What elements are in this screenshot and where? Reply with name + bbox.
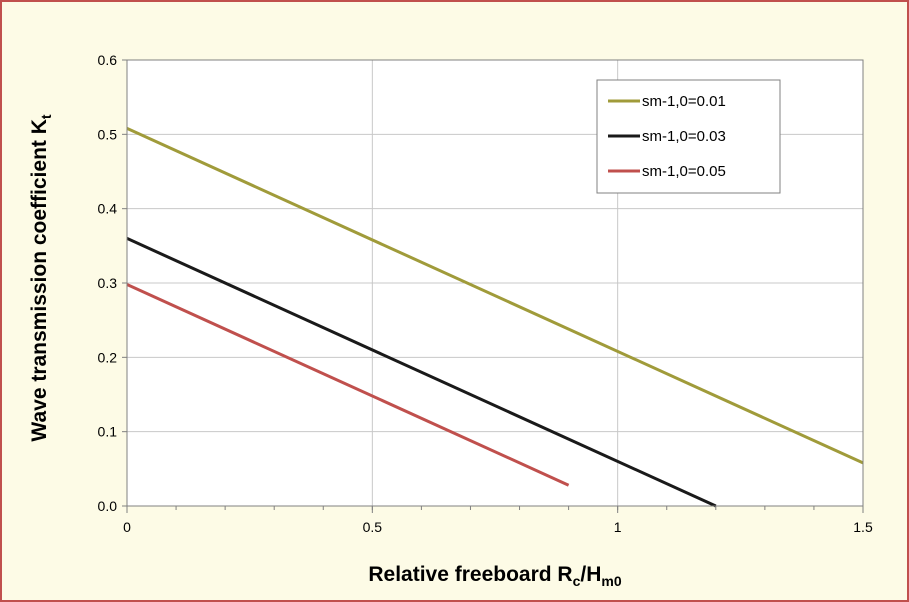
y-tick-label: 0.5 <box>98 126 118 142</box>
x-tick-label: 0 <box>123 519 131 535</box>
x-tick-label: 1 <box>614 519 622 535</box>
y-tick-label: 0.0 <box>98 498 118 514</box>
legend-label-1: sm-1,0=0.01 <box>642 93 726 110</box>
y-tick-label: 0.1 <box>98 424 118 440</box>
y-axis-title: Wave transmission coefficient Kt <box>28 114 54 441</box>
series-line-1 <box>126 127 864 465</box>
y-tick-label: 0.3 <box>98 275 118 291</box>
y-axis-title-main: Wave transmission coefficient K <box>28 119 51 441</box>
legend-label-2: sm-1,0=0.03 <box>642 128 726 145</box>
series-lines <box>126 127 864 508</box>
x-axis-ticks: 0 0.5 1 1.5 <box>123 506 873 535</box>
x-axis-title-mid: /H <box>580 563 601 586</box>
y-tick-label: 0.4 <box>98 201 118 217</box>
series-line-2 <box>126 237 717 508</box>
x-tick-label: 1.5 <box>853 519 873 535</box>
x-axis-title-sub1: c <box>573 573 581 589</box>
legend: sm-1,0=0.01 sm-1,0=0.03 sm-1,0=0.05 <box>596 79 781 194</box>
y-tick-label: 0.6 <box>98 52 118 68</box>
series-line-3 <box>126 283 570 487</box>
x-axis-title: Relative freeboard Rc/Hm0 <box>368 563 621 589</box>
x-tick-label: 0.5 <box>363 519 383 535</box>
x-axis-title-sub2: m0 <box>601 573 621 589</box>
legend-label-3: sm-1,0=0.05 <box>642 163 726 180</box>
y-axis-ticks: 0.0 0.1 0.2 0.3 0.4 0.5 0.6 <box>98 52 127 514</box>
y-axis-title-sub: t <box>38 114 54 119</box>
y-tick-label: 0.2 <box>98 349 118 365</box>
x-axis-title-main: Relative freeboard R <box>368 563 572 586</box>
